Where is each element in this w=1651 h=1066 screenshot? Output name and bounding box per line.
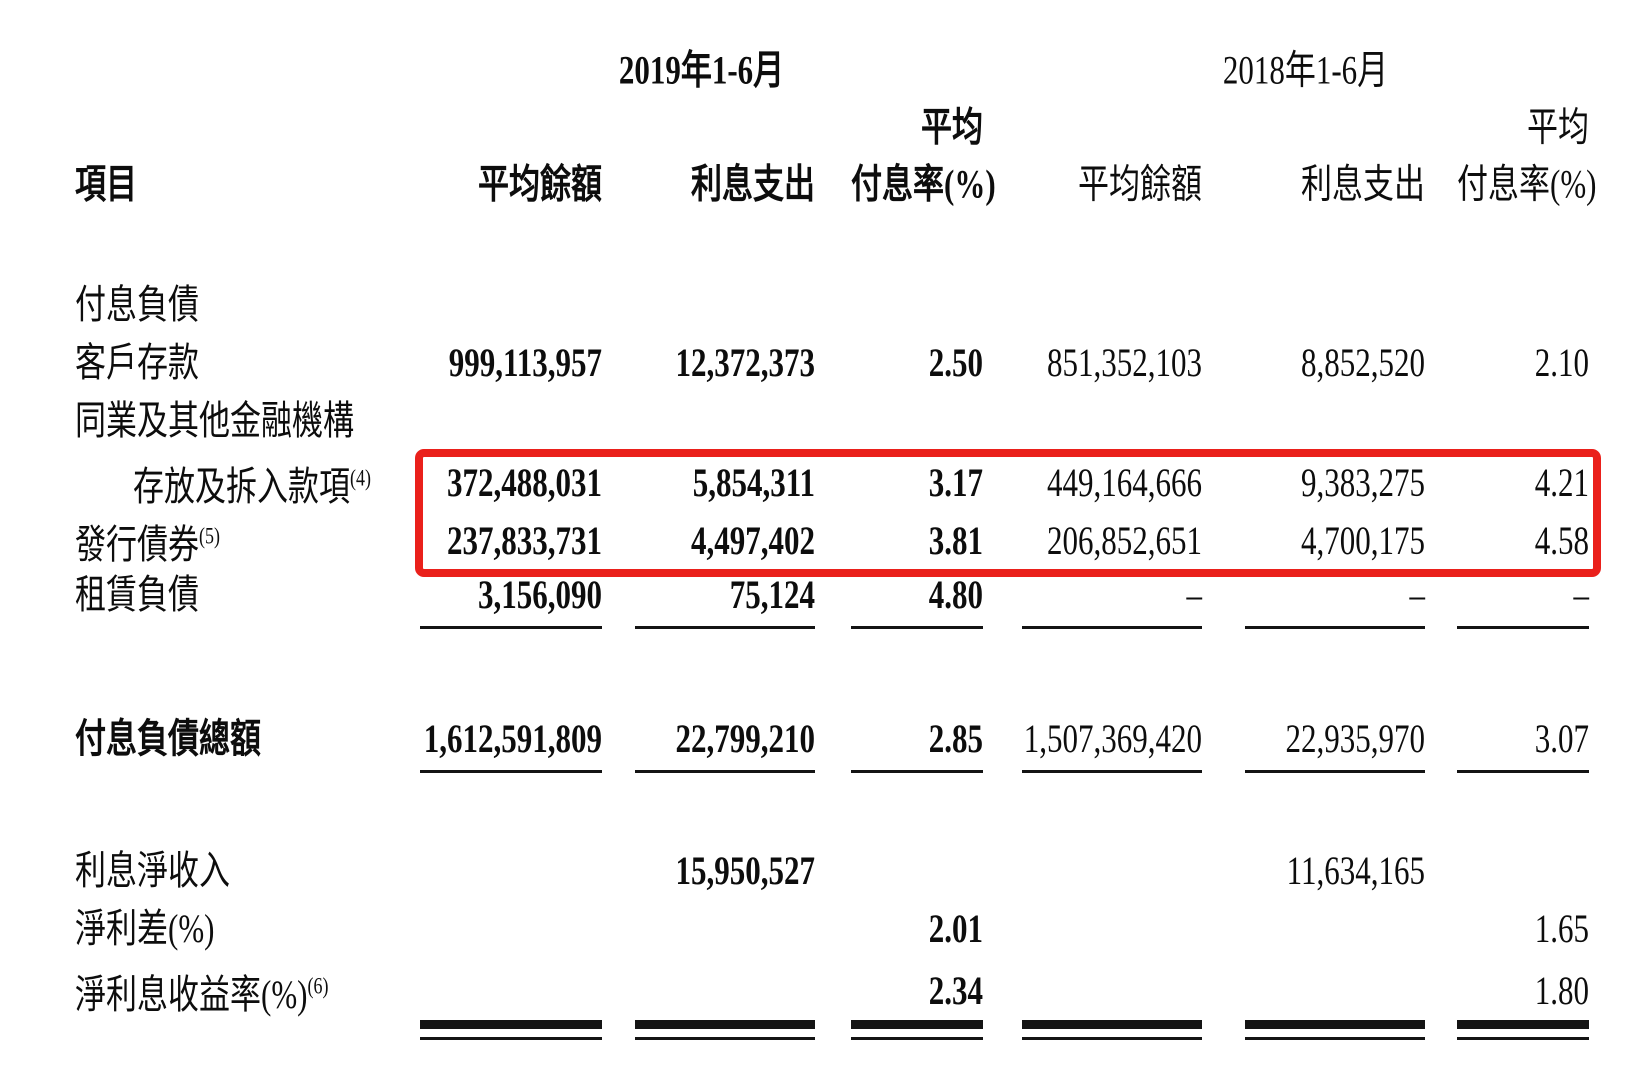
row-label: 利息淨收入 — [75, 848, 230, 893]
cell-value: 4,700,175 — [1301, 517, 1425, 563]
table-row-net-interest-income: 利息淨收入 15,950,527 11,634,165 — [75, 844, 1589, 902]
cell-value: – — [1245, 568, 1425, 629]
header-item: 項目 — [75, 161, 137, 207]
cell-value: 851,352,103 — [1047, 340, 1202, 385]
table-row-lease-liabilities: 租賃負債 3,156,090 75,124 4.80 – – – — [75, 568, 1589, 629]
cell-value: 206,852,651 — [1047, 517, 1202, 563]
period-2018-header: 2018年1-6月 — [1222, 47, 1389, 93]
table-row-net-interest-spread: 淨利差(%) 2.01 1.65 — [75, 902, 1589, 960]
cell-value: 75,124 — [635, 568, 815, 629]
cell-value: 4.80 — [851, 568, 983, 629]
row-label: 同業及其他金融機構 — [75, 398, 354, 443]
row-label: 發行債券(5) — [75, 522, 220, 567]
footnote-marker: (4) — [350, 464, 371, 491]
cell-value: 22,799,210 — [635, 712, 815, 773]
cell-value: – — [1022, 568, 1202, 629]
header-cost-rate-2018: 付息率(%) — [1457, 161, 1597, 207]
cell-value: 1.65 — [1534, 906, 1589, 951]
header-interest-expense-2018: 利息支出 — [1301, 161, 1425, 207]
avg-label-2018: 平均 — [1527, 104, 1589, 150]
double-rule — [1022, 1020, 1202, 1040]
row-label: 租賃負債 — [75, 572, 199, 617]
period-header-row: 2019年1-6月 2018年1-6月 — [75, 0, 1589, 96]
cell-value: 1,507,369,420 — [1022, 712, 1202, 773]
cell-value: 449,164,666 — [1047, 459, 1202, 505]
double-rule — [1245, 1020, 1425, 1040]
cell-value: 22,935,970 — [1245, 712, 1425, 773]
table-row-interbank-label-line: 同業及其他金融機構 — [75, 394, 1589, 452]
interest-bearing-liabilities-table: 2019年1-6月 2018年1-6月 平均 平均 項目 平均餘額 利息支出 付… — [75, 0, 1601, 1040]
header-avg-balance-2018: 平均餘額 — [1078, 161, 1202, 207]
period-2019-header: 2019年1-6月 — [618, 47, 785, 93]
cell-value: – — [1457, 568, 1589, 629]
column-header-row: 項目 平均餘額 利息支出 付息率(%) 平均餘額 利息支出 付息率(%) — [75, 153, 1597, 210]
cell-value: 2.34 — [928, 967, 983, 1013]
row-label: 付息負債 — [75, 282, 199, 327]
row-label: 客戶存款 — [75, 340, 199, 385]
cell-value: 4.58 — [1534, 517, 1589, 563]
avg-label-row: 平均 平均 — [75, 96, 1589, 153]
table-row-total-interest-bearing-liabilities: 付息負債總額 1,612,591,809 22,799,210 2.85 1,5… — [75, 712, 1589, 773]
cell-value: 8,852,520 — [1301, 340, 1425, 385]
cell-value: 372,488,031 — [447, 459, 602, 505]
cell-value: 999,113,957 — [448, 340, 602, 385]
spacer — [75, 770, 1589, 844]
cell-value: 2.10 — [1534, 340, 1589, 385]
row-label: 淨利息收益率(%)(6) — [75, 972, 329, 1017]
double-rule — [420, 1020, 602, 1040]
cell-value: 11,634,165 — [1286, 848, 1425, 893]
cell-value: 4.21 — [1534, 459, 1589, 505]
spacer — [75, 210, 1589, 278]
cell-value: 2.85 — [851, 712, 983, 773]
cell-value: 12,372,373 — [675, 340, 816, 385]
cell-value: 1.80 — [1534, 967, 1589, 1013]
spacer — [75, 626, 1589, 712]
cell-value: 2.50 — [928, 340, 983, 385]
double-rule — [635, 1020, 815, 1040]
double-rule — [1457, 1020, 1589, 1040]
avg-label-2019: 平均 — [921, 104, 983, 150]
table-row-interbank-deposits-borrowings: 存放及拆入款項(4) 372,488,031 5,854,311 3.17 44… — [75, 452, 1589, 510]
header-cost-rate-2019: 付息率(%) — [851, 161, 996, 207]
table-row-net-interest-margin: 淨利息收益率(%)(6) 2.34 1.80 — [75, 960, 1589, 1018]
cell-value: 237,833,731 — [447, 517, 602, 563]
cell-value: 15,950,527 — [675, 848, 816, 893]
row-label: 淨利差(%) — [75, 906, 215, 951]
header-interest-expense-2019: 利息支出 — [691, 161, 815, 207]
cell-value: 3.81 — [928, 517, 983, 563]
table-row-section-interest-bearing-liabilities: 付息負債 — [75, 278, 1589, 336]
cell-value: 9,383,275 — [1301, 459, 1425, 505]
cell-value: 1,612,591,809 — [420, 712, 602, 773]
row-label: 存放及拆入款項(4) — [133, 464, 371, 509]
table-row-debt-securities-issued: 發行債券(5) 237,833,731 4,497,402 3.81 206,8… — [75, 510, 1589, 568]
header-avg-balance-2019: 平均餘額 — [478, 161, 602, 207]
footnote-marker: (6) — [307, 972, 329, 999]
cell-value: 4,497,402 — [691, 517, 815, 563]
cell-value: 5,854,311 — [692, 459, 815, 505]
double-rule — [851, 1020, 983, 1040]
table-row-customer-deposits: 客戶存款 999,113,957 12,372,373 2.50 851,352… — [75, 336, 1589, 394]
cell-value: 3,156,090 — [420, 568, 602, 629]
cell-value: 2.01 — [928, 906, 983, 951]
footnote-marker: (5) — [199, 522, 220, 549]
cell-value: 3.17 — [928, 459, 983, 505]
bottom-double-rule-row — [75, 1020, 1589, 1040]
row-label: 付息負債總額 — [75, 716, 261, 761]
cell-value: 3.07 — [1457, 712, 1589, 773]
